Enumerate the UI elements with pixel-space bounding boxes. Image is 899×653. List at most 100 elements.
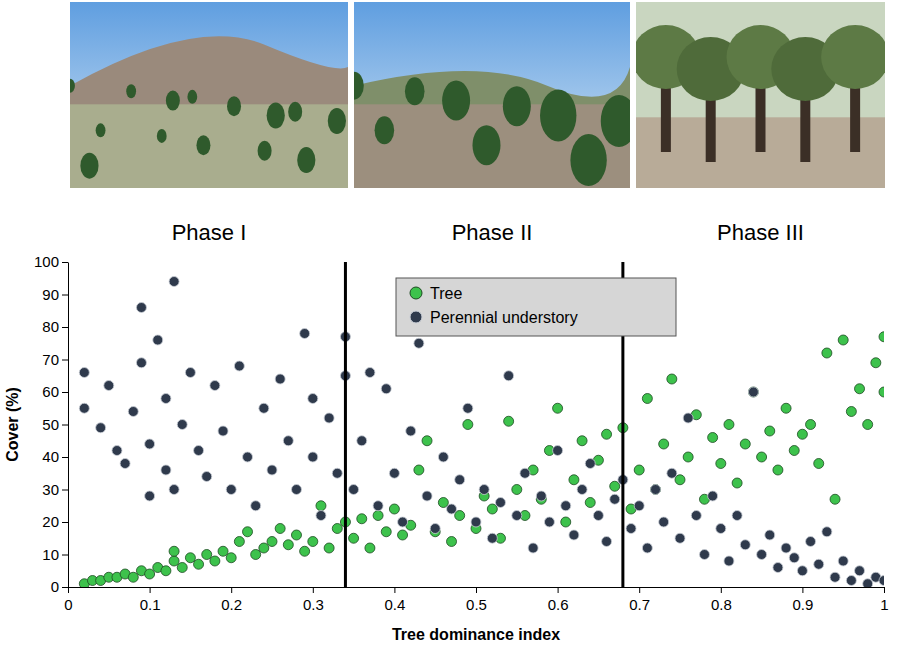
point bbox=[765, 530, 775, 540]
x-tick-label: 0.9 bbox=[792, 596, 813, 613]
x-tick-mark bbox=[558, 587, 559, 593]
point bbox=[504, 416, 514, 426]
legend-marker bbox=[410, 311, 422, 323]
point bbox=[194, 446, 204, 456]
point bbox=[185, 553, 195, 563]
point bbox=[79, 368, 89, 378]
point bbox=[438, 498, 448, 508]
point bbox=[838, 556, 848, 566]
y-tick-mark bbox=[62, 262, 68, 263]
photo-sky bbox=[70, 2, 348, 188]
point bbox=[145, 439, 155, 449]
point bbox=[487, 533, 497, 543]
point bbox=[683, 452, 693, 462]
point bbox=[846, 407, 856, 417]
point bbox=[136, 358, 146, 368]
x-tick-mark bbox=[721, 587, 722, 593]
point bbox=[79, 403, 89, 413]
legend: TreePerennial understory bbox=[396, 278, 676, 336]
photo-ground bbox=[354, 104, 630, 188]
point bbox=[789, 553, 799, 563]
y-tick-label: 100 bbox=[34, 253, 59, 270]
x-tick-mark bbox=[884, 587, 885, 593]
point bbox=[830, 494, 840, 504]
point bbox=[169, 546, 179, 556]
point bbox=[504, 371, 514, 381]
point bbox=[177, 420, 187, 430]
x-tick-label: 0 bbox=[64, 596, 72, 613]
point bbox=[96, 423, 106, 433]
x-tick: 1 bbox=[880, 587, 888, 613]
x-tick-label: 0.8 bbox=[711, 596, 732, 613]
point bbox=[136, 303, 146, 313]
photo-tree bbox=[126, 84, 136, 98]
photo bbox=[354, 2, 630, 188]
legend-item: Tree bbox=[410, 285, 462, 302]
photo-tree bbox=[328, 108, 346, 134]
x-tick-mark bbox=[313, 587, 314, 593]
y-tick-mark bbox=[62, 327, 68, 328]
y-tick: 20 bbox=[42, 513, 68, 530]
point bbox=[855, 566, 865, 576]
x-tick-label: 0.7 bbox=[629, 596, 650, 613]
photo-tree bbox=[288, 102, 302, 122]
point bbox=[243, 527, 253, 537]
point bbox=[332, 468, 342, 478]
point bbox=[308, 537, 318, 547]
point bbox=[708, 491, 718, 501]
photo-crown bbox=[821, 25, 885, 89]
point bbox=[659, 517, 669, 527]
y-tick-mark bbox=[62, 490, 68, 491]
photo-tree bbox=[601, 95, 630, 147]
point bbox=[699, 550, 709, 560]
point bbox=[218, 546, 228, 556]
point bbox=[683, 413, 693, 423]
point bbox=[275, 374, 285, 384]
phase-label: Phase I bbox=[172, 220, 247, 245]
point bbox=[659, 439, 669, 449]
point bbox=[259, 543, 269, 553]
y-axis-line bbox=[68, 263, 69, 588]
point bbox=[316, 501, 326, 511]
photo bbox=[636, 2, 885, 188]
x-tick-mark bbox=[476, 587, 477, 593]
series bbox=[79, 277, 884, 588]
legend-marker bbox=[410, 287, 422, 299]
point bbox=[740, 540, 750, 550]
photo-hill bbox=[354, 67, 630, 188]
point bbox=[553, 446, 563, 456]
point bbox=[512, 511, 522, 521]
point bbox=[275, 524, 285, 534]
point bbox=[569, 475, 579, 485]
point bbox=[194, 559, 204, 569]
point bbox=[120, 459, 130, 469]
y-tick: 30 bbox=[42, 481, 68, 498]
x-tick-label: 0.1 bbox=[140, 596, 161, 613]
point bbox=[471, 517, 481, 527]
point bbox=[577, 485, 587, 495]
point bbox=[251, 550, 261, 560]
point bbox=[512, 485, 522, 495]
point bbox=[740, 439, 750, 449]
y-tick: 90 bbox=[42, 286, 68, 303]
point bbox=[667, 374, 677, 384]
photo-tree bbox=[570, 134, 606, 186]
point bbox=[838, 335, 848, 345]
point bbox=[536, 491, 546, 501]
point bbox=[822, 527, 832, 537]
point bbox=[218, 426, 228, 436]
photo-tree bbox=[166, 91, 180, 111]
point bbox=[675, 475, 685, 485]
point bbox=[308, 452, 318, 462]
photo-tree bbox=[70, 79, 75, 93]
point bbox=[879, 332, 884, 342]
y-tick-mark bbox=[62, 425, 68, 426]
point bbox=[300, 546, 310, 556]
point bbox=[234, 361, 244, 371]
point bbox=[806, 537, 816, 547]
photo-tree bbox=[227, 96, 241, 116]
point bbox=[732, 478, 742, 488]
x-tick: 0.7 bbox=[629, 587, 650, 613]
photo-tree bbox=[80, 153, 98, 179]
y-axis-title: Cover (%) bbox=[4, 387, 21, 462]
